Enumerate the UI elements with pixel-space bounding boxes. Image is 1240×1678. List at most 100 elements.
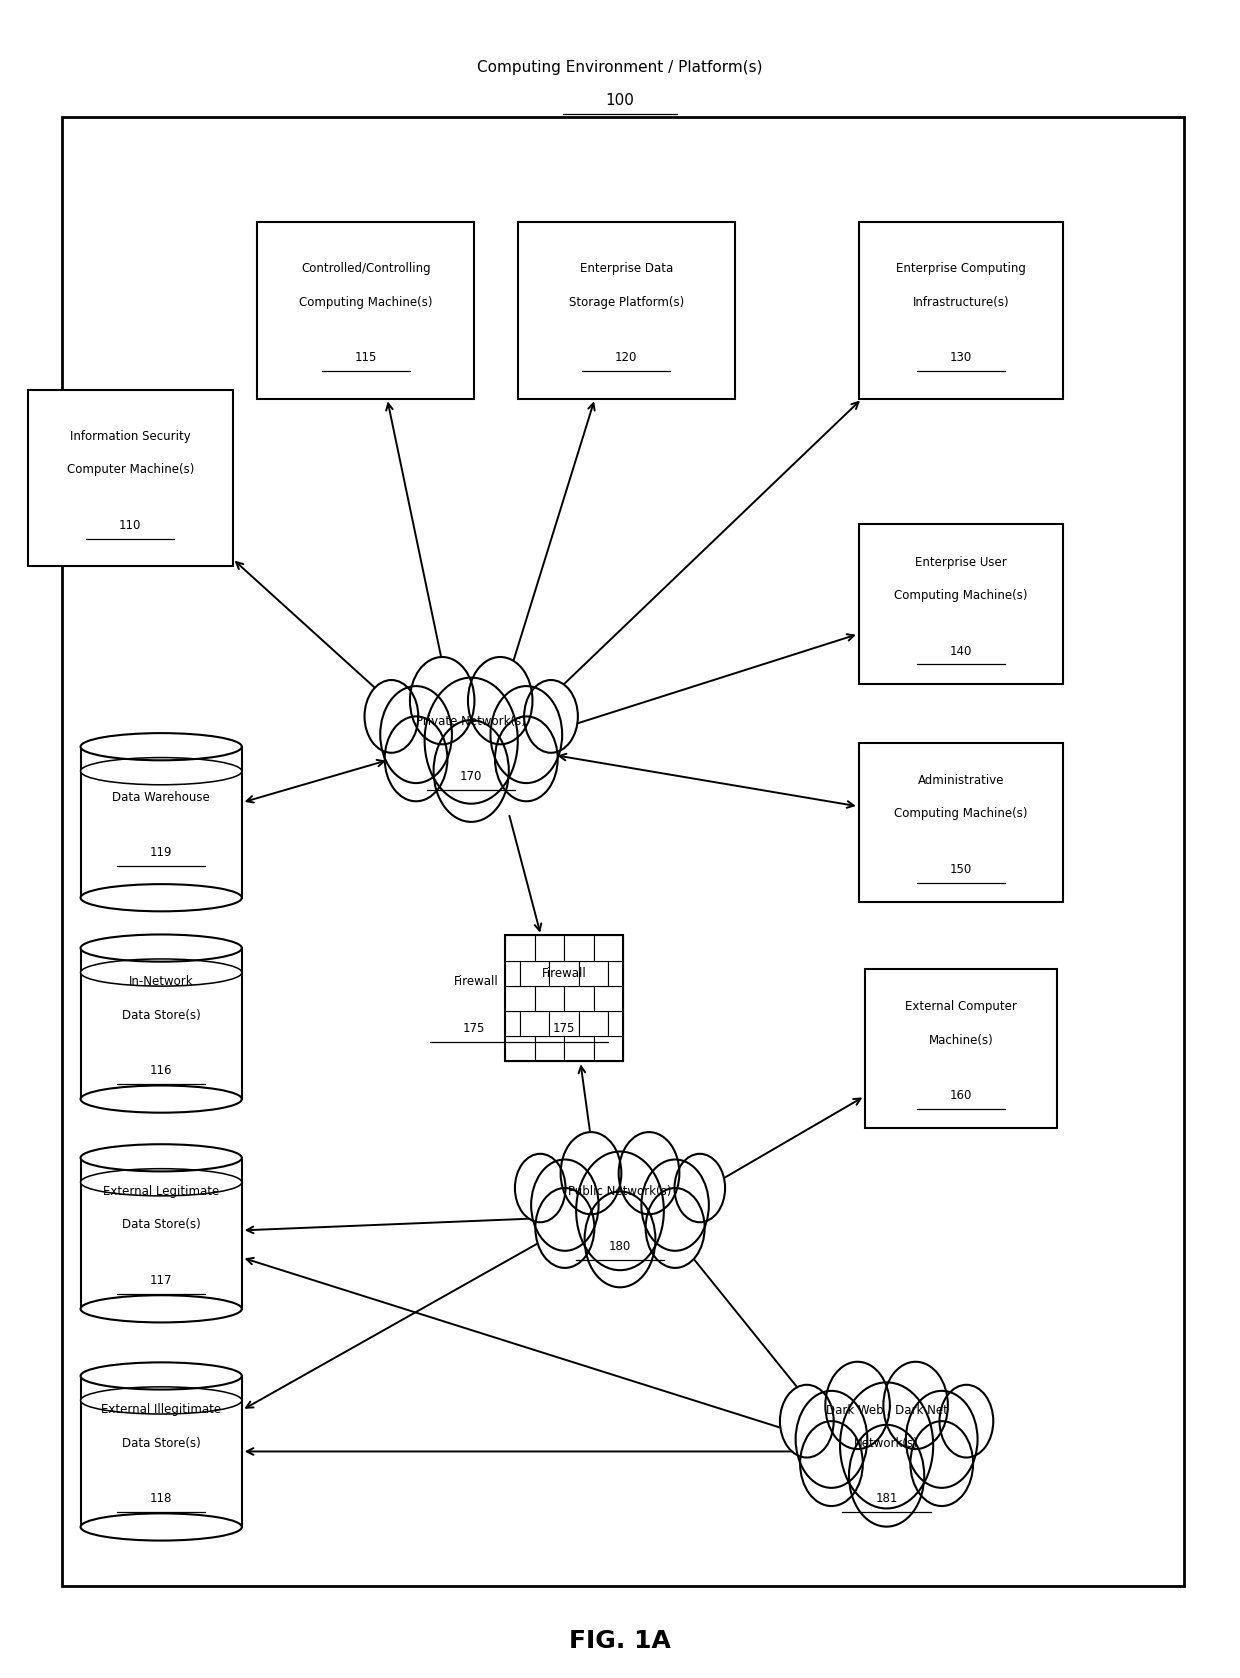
Ellipse shape (81, 1168, 242, 1196)
Ellipse shape (81, 1144, 242, 1171)
Bar (594, 1035, 624, 1060)
Text: 160: 160 (950, 1089, 972, 1102)
Bar (506, 935, 624, 1060)
Text: 116: 116 (150, 1064, 172, 1077)
Text: External Computer: External Computer (905, 1000, 1017, 1014)
Text: 175: 175 (463, 1022, 486, 1035)
Text: Computing Machine(s): Computing Machine(s) (299, 295, 433, 309)
Text: Computer Machine(s): Computer Machine(s) (67, 463, 193, 477)
Ellipse shape (81, 757, 242, 785)
Bar (506, 960, 520, 985)
Circle shape (940, 1384, 993, 1458)
Circle shape (839, 1383, 934, 1509)
Circle shape (584, 1191, 656, 1287)
Text: Data Store(s): Data Store(s) (122, 1008, 201, 1022)
Bar (81, 948, 242, 1099)
Bar (506, 985, 534, 1010)
Circle shape (849, 1425, 924, 1527)
Bar (27, 391, 233, 567)
Ellipse shape (81, 1386, 242, 1415)
Circle shape (536, 1188, 594, 1269)
Bar (564, 935, 594, 960)
Ellipse shape (81, 884, 242, 911)
Bar (858, 524, 1064, 685)
Ellipse shape (81, 733, 242, 760)
Text: 117: 117 (150, 1274, 172, 1287)
Text: 120: 120 (615, 351, 637, 364)
Bar (534, 985, 564, 1010)
Bar (534, 935, 564, 960)
Text: 119: 119 (150, 846, 172, 859)
Circle shape (531, 1159, 599, 1250)
Bar (520, 1010, 549, 1035)
Text: 140: 140 (950, 644, 972, 658)
Circle shape (641, 1159, 709, 1250)
Text: Controlled/Controlling: Controlled/Controlling (301, 262, 430, 275)
Text: Firewall: Firewall (454, 975, 498, 988)
Ellipse shape (81, 1514, 242, 1540)
Bar (506, 1035, 534, 1060)
Bar (594, 985, 624, 1010)
Text: 100: 100 (605, 94, 635, 107)
Circle shape (675, 1154, 725, 1222)
Text: Data Store(s): Data Store(s) (122, 1218, 201, 1232)
Circle shape (525, 680, 578, 753)
Text: 118: 118 (150, 1492, 172, 1505)
Circle shape (515, 1154, 565, 1222)
Bar (609, 1010, 624, 1035)
Circle shape (577, 1151, 663, 1270)
Circle shape (424, 678, 518, 804)
Ellipse shape (81, 1295, 242, 1322)
Bar (534, 1035, 564, 1060)
Ellipse shape (81, 1363, 242, 1389)
Bar (81, 747, 242, 898)
Circle shape (780, 1384, 833, 1458)
Circle shape (365, 680, 418, 753)
Text: 115: 115 (355, 351, 377, 364)
Bar (549, 960, 579, 985)
Text: 150: 150 (950, 862, 972, 876)
Bar (594, 935, 624, 960)
Text: 170: 170 (460, 770, 482, 784)
Text: Public Network(s): Public Network(s) (568, 1185, 672, 1198)
Text: External Legitimate: External Legitimate (103, 1185, 219, 1198)
Bar (506, 935, 624, 1060)
Bar (81, 1376, 242, 1527)
Circle shape (410, 658, 475, 745)
Text: Enterprise Computing: Enterprise Computing (897, 262, 1025, 275)
Text: External Illegitimate: External Illegitimate (102, 1403, 221, 1416)
Circle shape (560, 1133, 621, 1215)
Text: Data Warehouse: Data Warehouse (113, 790, 210, 804)
Bar (579, 1010, 609, 1035)
Text: Information Security: Information Security (69, 430, 191, 443)
Bar (517, 223, 734, 399)
Circle shape (619, 1133, 680, 1215)
Text: Private Network(s): Private Network(s) (417, 715, 526, 728)
Bar (609, 960, 624, 985)
Bar (520, 960, 549, 985)
Text: 130: 130 (950, 351, 972, 364)
Text: Dark Web / Dark Net: Dark Web / Dark Net (826, 1403, 947, 1416)
Text: FIG. 1A: FIG. 1A (569, 1629, 671, 1653)
Circle shape (883, 1363, 947, 1450)
Text: 110: 110 (119, 519, 141, 532)
Bar (579, 960, 609, 985)
Circle shape (384, 717, 448, 802)
Circle shape (434, 720, 508, 822)
Text: Network(s): Network(s) (854, 1436, 919, 1450)
Bar (858, 223, 1064, 399)
Circle shape (491, 686, 562, 784)
Text: Data Store(s): Data Store(s) (122, 1436, 201, 1450)
Circle shape (646, 1188, 704, 1269)
Text: 175: 175 (553, 1022, 575, 1035)
Circle shape (467, 658, 532, 745)
Bar (866, 970, 1056, 1128)
Ellipse shape (81, 935, 242, 961)
Ellipse shape (81, 1086, 242, 1113)
Bar (506, 1010, 520, 1035)
Circle shape (796, 1391, 867, 1488)
Circle shape (381, 686, 451, 784)
Circle shape (800, 1421, 863, 1507)
Text: In-Network: In-Network (129, 975, 193, 988)
Bar (549, 1010, 579, 1035)
